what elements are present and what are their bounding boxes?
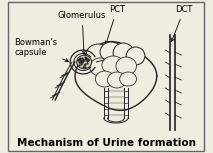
Text: Mechanism of Urine formation: Mechanism of Urine formation bbox=[17, 138, 196, 148]
Ellipse shape bbox=[95, 71, 114, 87]
Ellipse shape bbox=[120, 72, 137, 86]
Text: DCT: DCT bbox=[171, 5, 193, 42]
Ellipse shape bbox=[116, 57, 137, 75]
Text: Glomerulus: Glomerulus bbox=[58, 11, 106, 54]
Ellipse shape bbox=[126, 47, 145, 65]
Text: Bowman's
capsule: Bowman's capsule bbox=[14, 38, 69, 62]
Ellipse shape bbox=[108, 72, 126, 88]
Ellipse shape bbox=[86, 44, 110, 66]
Ellipse shape bbox=[102, 56, 124, 74]
Text: PCT: PCT bbox=[105, 5, 125, 45]
Ellipse shape bbox=[77, 55, 92, 69]
Ellipse shape bbox=[100, 42, 122, 62]
Ellipse shape bbox=[113, 43, 134, 63]
Ellipse shape bbox=[90, 58, 110, 76]
